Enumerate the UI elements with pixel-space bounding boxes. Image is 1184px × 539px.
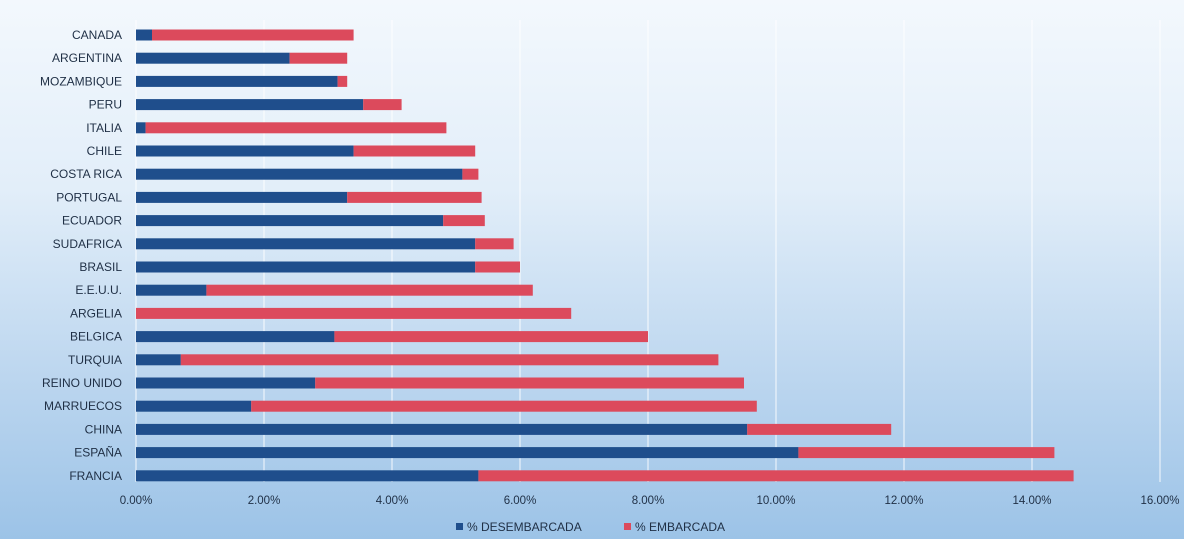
bar-embarcada [798,447,1055,459]
category-label: PORTUGAL [56,190,122,204]
bar-embarcada [315,377,744,389]
bar-embarcada [747,423,892,435]
bar-desembarcada [136,191,348,203]
bar-desembarcada [136,377,316,389]
category-label: BELGICA [70,330,122,344]
bar-desembarcada [136,331,335,343]
bar-embarcada [337,75,348,87]
category-label: ECUADOR [62,214,122,228]
bar-embarcada [152,29,354,41]
category-label: PERU [89,98,122,112]
x-tick-label: 8.00% [632,495,665,507]
bar-embarcada [478,470,1074,482]
bar-desembarcada [136,423,748,435]
bar-embarcada [475,238,514,250]
bar-embarcada [353,145,476,157]
category-label: ARGENTINA [52,51,122,65]
legend-label: % EMBARCADA [635,520,725,534]
category-label: ESPAÑA [74,446,122,460]
category-label: FRANCIA [69,469,122,483]
bar-desembarcada [136,52,290,64]
bar-desembarcada [136,470,479,482]
bar-embarcada [136,307,572,319]
category-label: MARRUECOS [44,399,122,413]
bar-embarcada [289,52,348,64]
bar-embarcada [206,284,533,296]
category-label: ITALIA [86,121,122,135]
bar-embarcada [443,215,485,227]
bar-desembarcada [136,75,338,87]
category-label: COSTA RICA [50,167,122,181]
category-label: CANADA [72,28,122,42]
category-label: REINO UNIDO [42,376,122,390]
bar-embarcada [145,122,447,134]
bar-desembarcada [136,168,463,180]
bars [136,29,1074,482]
category-label: SUDAFRICA [53,237,122,251]
bar-desembarcada [136,215,444,227]
x-tick-label: 12.00% [884,495,923,507]
bar-desembarcada [136,447,799,459]
category-label: MOZAMBIQUE [40,74,122,88]
category-labels: CANADA ARGENTINA MOZAMBIQUE PERU ITALIA CHILE… [40,28,122,483]
bar-desembarcada [136,261,476,273]
x-tick-label: 16.00% [1140,495,1179,507]
x-tick-label: 2.00% [248,495,281,507]
bar-desembarcada [136,238,476,250]
x-tick-label: 4.00% [376,495,409,507]
category-label: CHILE [87,144,122,158]
bar-desembarcada [136,284,207,296]
x-tick-label: 10.00% [756,495,795,507]
bar-desembarcada [136,99,364,111]
legend: % DESEMBARCADA % EMBARCADA [456,520,725,534]
bar-embarcada [180,354,719,366]
category-label: BRASIL [79,260,122,274]
bar-desembarcada [136,400,252,412]
category-label: E.E.U.U. [75,283,122,297]
legend-swatch [456,523,463,530]
category-label: CHINA [85,422,122,436]
legend-label: % DESEMBARCADA [467,520,582,534]
bar-desembarcada [136,122,146,134]
bar-embarcada [347,191,482,203]
gridlines [135,20,1161,482]
bar-embarcada [334,331,648,343]
bar-embarcada [475,261,520,273]
bar-embarcada [251,400,757,412]
bar-embarcada [363,99,402,111]
category-label: ARGELIA [70,306,122,320]
bar-embarcada [462,168,479,180]
bar-desembarcada [136,145,354,157]
bar-desembarcada [136,354,181,366]
x-tick-label: 6.00% [504,495,537,507]
x-tick-label: 0.00% [120,495,153,507]
category-label: TURQUIA [68,353,122,367]
legend-swatch [624,523,631,530]
bar-desembarcada [136,29,152,41]
x-tick-labels: 0.00% 2.00% 4.00% 6.00% 8.00% 10.00% 12.00% 14.… [120,495,1180,507]
x-tick-label: 14.00% [1012,495,1051,507]
